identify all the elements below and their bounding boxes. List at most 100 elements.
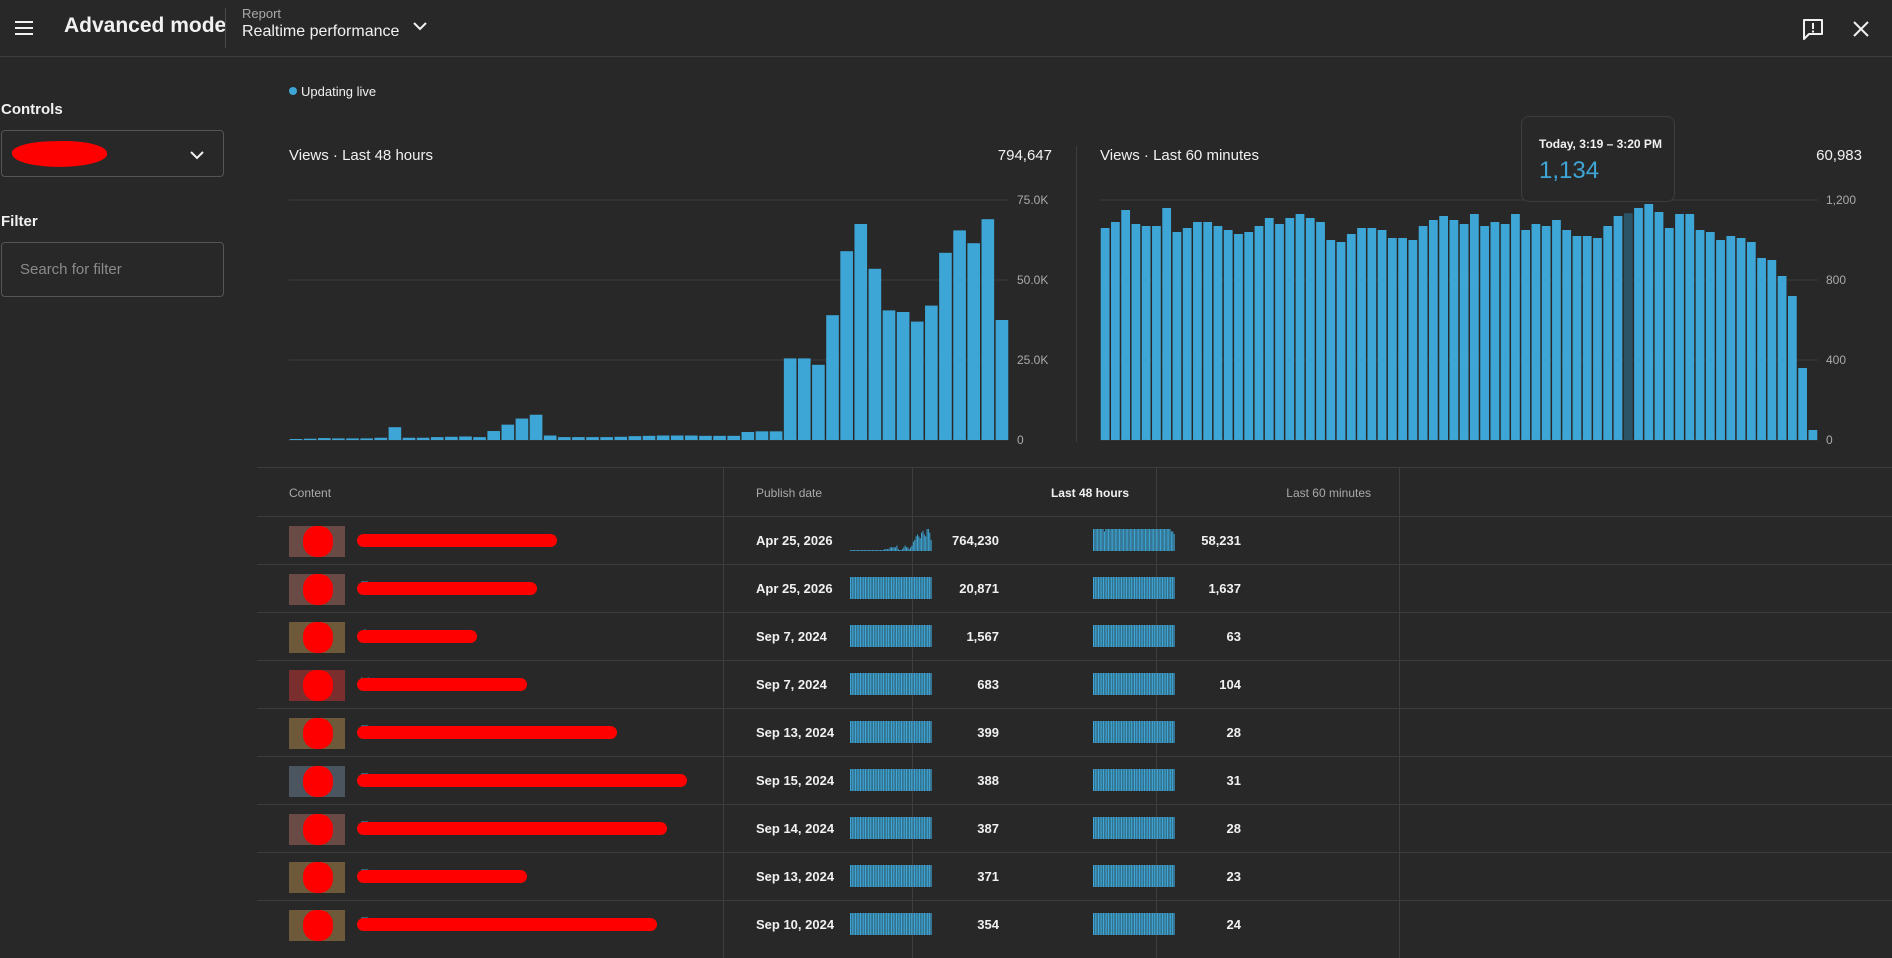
bar[interactable]	[939, 252, 952, 440]
bar[interactable]	[656, 435, 670, 440]
bar[interactable]	[826, 315, 839, 440]
bar[interactable]	[600, 437, 613, 440]
bar[interactable]	[812, 364, 825, 440]
bar[interactable]	[388, 427, 402, 440]
column-header-content[interactable]: Content	[289, 486, 332, 500]
bar[interactable]	[1664, 228, 1674, 440]
bar[interactable]	[416, 437, 430, 440]
close-button[interactable]	[1847, 15, 1875, 43]
bar[interactable]	[1726, 236, 1736, 440]
bar[interactable]	[1100, 228, 1110, 440]
bar[interactable]	[910, 321, 924, 440]
bar[interactable]	[1777, 276, 1787, 440]
bar[interactable]	[953, 230, 966, 440]
bar[interactable]	[896, 312, 910, 440]
report-name[interactable]: Realtime performance	[242, 23, 400, 40]
bar[interactable]	[685, 435, 698, 440]
bar[interactable]	[1757, 258, 1766, 440]
hamburger-menu-button[interactable]	[12, 14, 40, 42]
bar[interactable]	[402, 437, 416, 440]
bar[interactable]	[459, 436, 472, 440]
bar[interactable]	[1490, 222, 1500, 440]
bar[interactable]	[1582, 236, 1592, 440]
bar[interactable]	[670, 435, 684, 440]
bar[interactable]	[1111, 222, 1120, 440]
bar[interactable]	[868, 268, 882, 440]
table-row[interactable]: Apr 25, 2026 764,230 58,231	[257, 516, 1892, 564]
bar[interactable]	[797, 358, 811, 440]
bar[interactable]	[1459, 224, 1469, 440]
bar[interactable]	[614, 436, 628, 440]
bar[interactable]	[1203, 222, 1213, 440]
bar[interactable]	[1716, 240, 1725, 440]
bar[interactable]	[543, 435, 557, 440]
bar[interactable]	[1654, 212, 1664, 440]
bar[interactable]	[1398, 238, 1407, 440]
video-thumbnail[interactable]	[289, 862, 345, 893]
bar[interactable]	[1264, 218, 1274, 440]
bar[interactable]	[487, 431, 501, 440]
bar[interactable]	[1613, 216, 1623, 440]
bar[interactable]	[501, 424, 515, 440]
bar[interactable]	[1182, 228, 1192, 440]
bar[interactable]	[1541, 226, 1551, 440]
bar[interactable]	[1305, 218, 1315, 440]
bar[interactable]	[995, 320, 1009, 440]
bar[interactable]	[1234, 234, 1243, 440]
bar[interactable]	[1223, 230, 1233, 440]
bar[interactable]	[1408, 240, 1418, 440]
bar[interactable]	[1500, 224, 1510, 440]
bar[interactable]	[430, 437, 444, 440]
bar[interactable]	[1623, 213, 1633, 440]
bar[interactable]	[642, 435, 656, 440]
bar[interactable]	[1808, 430, 1818, 440]
bar[interactable]	[840, 251, 853, 440]
channel-select[interactable]	[1, 130, 224, 177]
bar[interactable]	[1316, 222, 1325, 440]
bar[interactable]	[727, 435, 741, 440]
bar[interactable]	[1787, 296, 1797, 440]
bar[interactable]	[1511, 214, 1520, 440]
video-thumbnail[interactable]	[289, 574, 345, 605]
column-header-last-60-minutes[interactable]: Last 60 minutes	[1286, 486, 1371, 500]
bar[interactable]	[1521, 230, 1531, 440]
bar[interactable]	[346, 438, 359, 440]
feedback-button[interactable]	[1799, 15, 1827, 43]
bar[interactable]	[628, 436, 642, 440]
bar[interactable]	[1428, 220, 1438, 440]
bar[interactable]	[586, 437, 599, 440]
bar[interactable]	[1172, 232, 1182, 440]
bar[interactable]	[741, 432, 755, 440]
bar[interactable]	[332, 438, 345, 440]
bar[interactable]	[557, 437, 571, 440]
bar[interactable]	[289, 439, 303, 440]
bar[interactable]	[1439, 216, 1448, 440]
video-thumbnail[interactable]	[289, 766, 345, 797]
filter-search-input[interactable]	[1, 242, 224, 297]
bar[interactable]	[1275, 224, 1284, 440]
bar[interactable]	[1213, 226, 1223, 440]
bar[interactable]	[374, 437, 388, 440]
bar[interactable]	[1675, 214, 1684, 440]
bar[interactable]	[1295, 214, 1305, 440]
bar[interactable]	[713, 435, 726, 440]
bar[interactable]	[1746, 242, 1756, 440]
bar[interactable]	[1254, 226, 1264, 440]
bar[interactable]	[445, 436, 458, 440]
bar[interactable]	[1367, 228, 1377, 440]
bar[interactable]	[1705, 232, 1715, 440]
bar[interactable]	[1634, 208, 1643, 440]
bar[interactable]	[1193, 222, 1202, 440]
bar[interactable]	[1470, 214, 1479, 440]
bar[interactable]	[699, 435, 712, 440]
bar[interactable]	[1141, 226, 1151, 440]
bar[interactable]	[1685, 214, 1695, 440]
video-thumbnail[interactable]	[289, 910, 345, 941]
bar[interactable]	[854, 224, 868, 440]
bar[interactable]	[783, 358, 797, 440]
